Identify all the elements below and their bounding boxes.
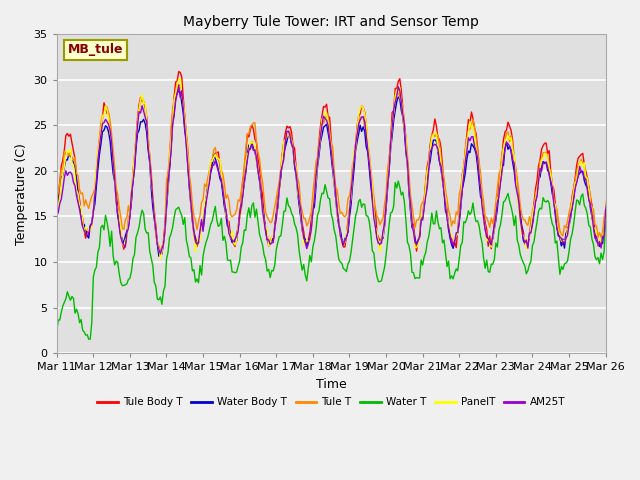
PanelT [604,192,611,197]
Water Body T [251,149,259,155]
Water Body T [175,88,182,94]
Tule T [341,214,349,220]
Tule T [173,81,181,86]
Tule T [196,212,204,218]
AM25T [341,238,349,244]
Water T [85,336,93,342]
Tule Body T [196,231,204,237]
AM25T [623,184,631,190]
Tule T [251,120,259,126]
PanelT [251,146,259,152]
PanelT [53,208,61,214]
PanelT [157,256,164,262]
Tule Body T [175,69,182,74]
Water T [396,184,404,190]
AM25T [53,212,61,218]
Water T [53,328,61,334]
Title: Mayberry Tule Tower: IRT and Sensor Temp: Mayberry Tule Tower: IRT and Sensor Temp [183,15,479,29]
Tule Body T [251,136,259,142]
AM25T [239,193,246,199]
Tule Body T [158,250,166,255]
Water T [237,244,245,250]
Water Body T [239,192,246,197]
AM25T [175,83,182,88]
AM25T [196,228,204,233]
Water T [611,169,619,175]
Water T [250,200,257,206]
Line: AM25T: AM25T [57,85,627,254]
PanelT [196,239,204,244]
Water Body T [196,232,204,238]
Tule T [53,194,61,200]
Line: Water T: Water T [57,172,627,339]
Water T [602,214,609,220]
Tule Body T [239,177,246,182]
Water T [340,266,348,272]
Water Body T [341,236,349,241]
Water Body T [604,204,611,210]
Water Body T [623,199,631,205]
Tule Body T [341,244,349,250]
Tule T [623,176,631,181]
Line: Tule Body T: Tule Body T [57,72,627,252]
Tule T [397,97,405,103]
Water Body T [397,108,405,113]
Tule T [157,250,164,255]
PanelT [341,240,349,245]
PanelT [397,98,405,104]
Line: Water Body T: Water Body T [57,91,627,256]
Line: PanelT: PanelT [57,78,627,259]
AM25T [604,198,611,204]
Line: Tule T: Tule T [57,84,627,252]
Tule T [604,194,611,200]
X-axis label: Time: Time [316,378,346,391]
Tule Body T [397,88,405,94]
PanelT [177,75,184,81]
Tule Body T [53,205,61,211]
Y-axis label: Temperature (C): Temperature (C) [15,143,28,245]
Water Body T [155,253,163,259]
PanelT [239,188,246,193]
Tule T [239,178,246,183]
Water T [195,280,202,286]
Tule Body T [604,192,611,198]
Water Body T [53,214,61,219]
AM25T [157,251,164,257]
Tule Body T [623,179,631,184]
AM25T [397,99,405,105]
Legend: Tule Body T, Water Body T, Tule T, Water T, PanelT, AM25T: Tule Body T, Water Body T, Tule T, Water… [93,393,569,412]
AM25T [251,147,259,153]
Water T [623,202,631,207]
Text: MB_tule: MB_tule [68,44,123,57]
PanelT [623,177,631,183]
